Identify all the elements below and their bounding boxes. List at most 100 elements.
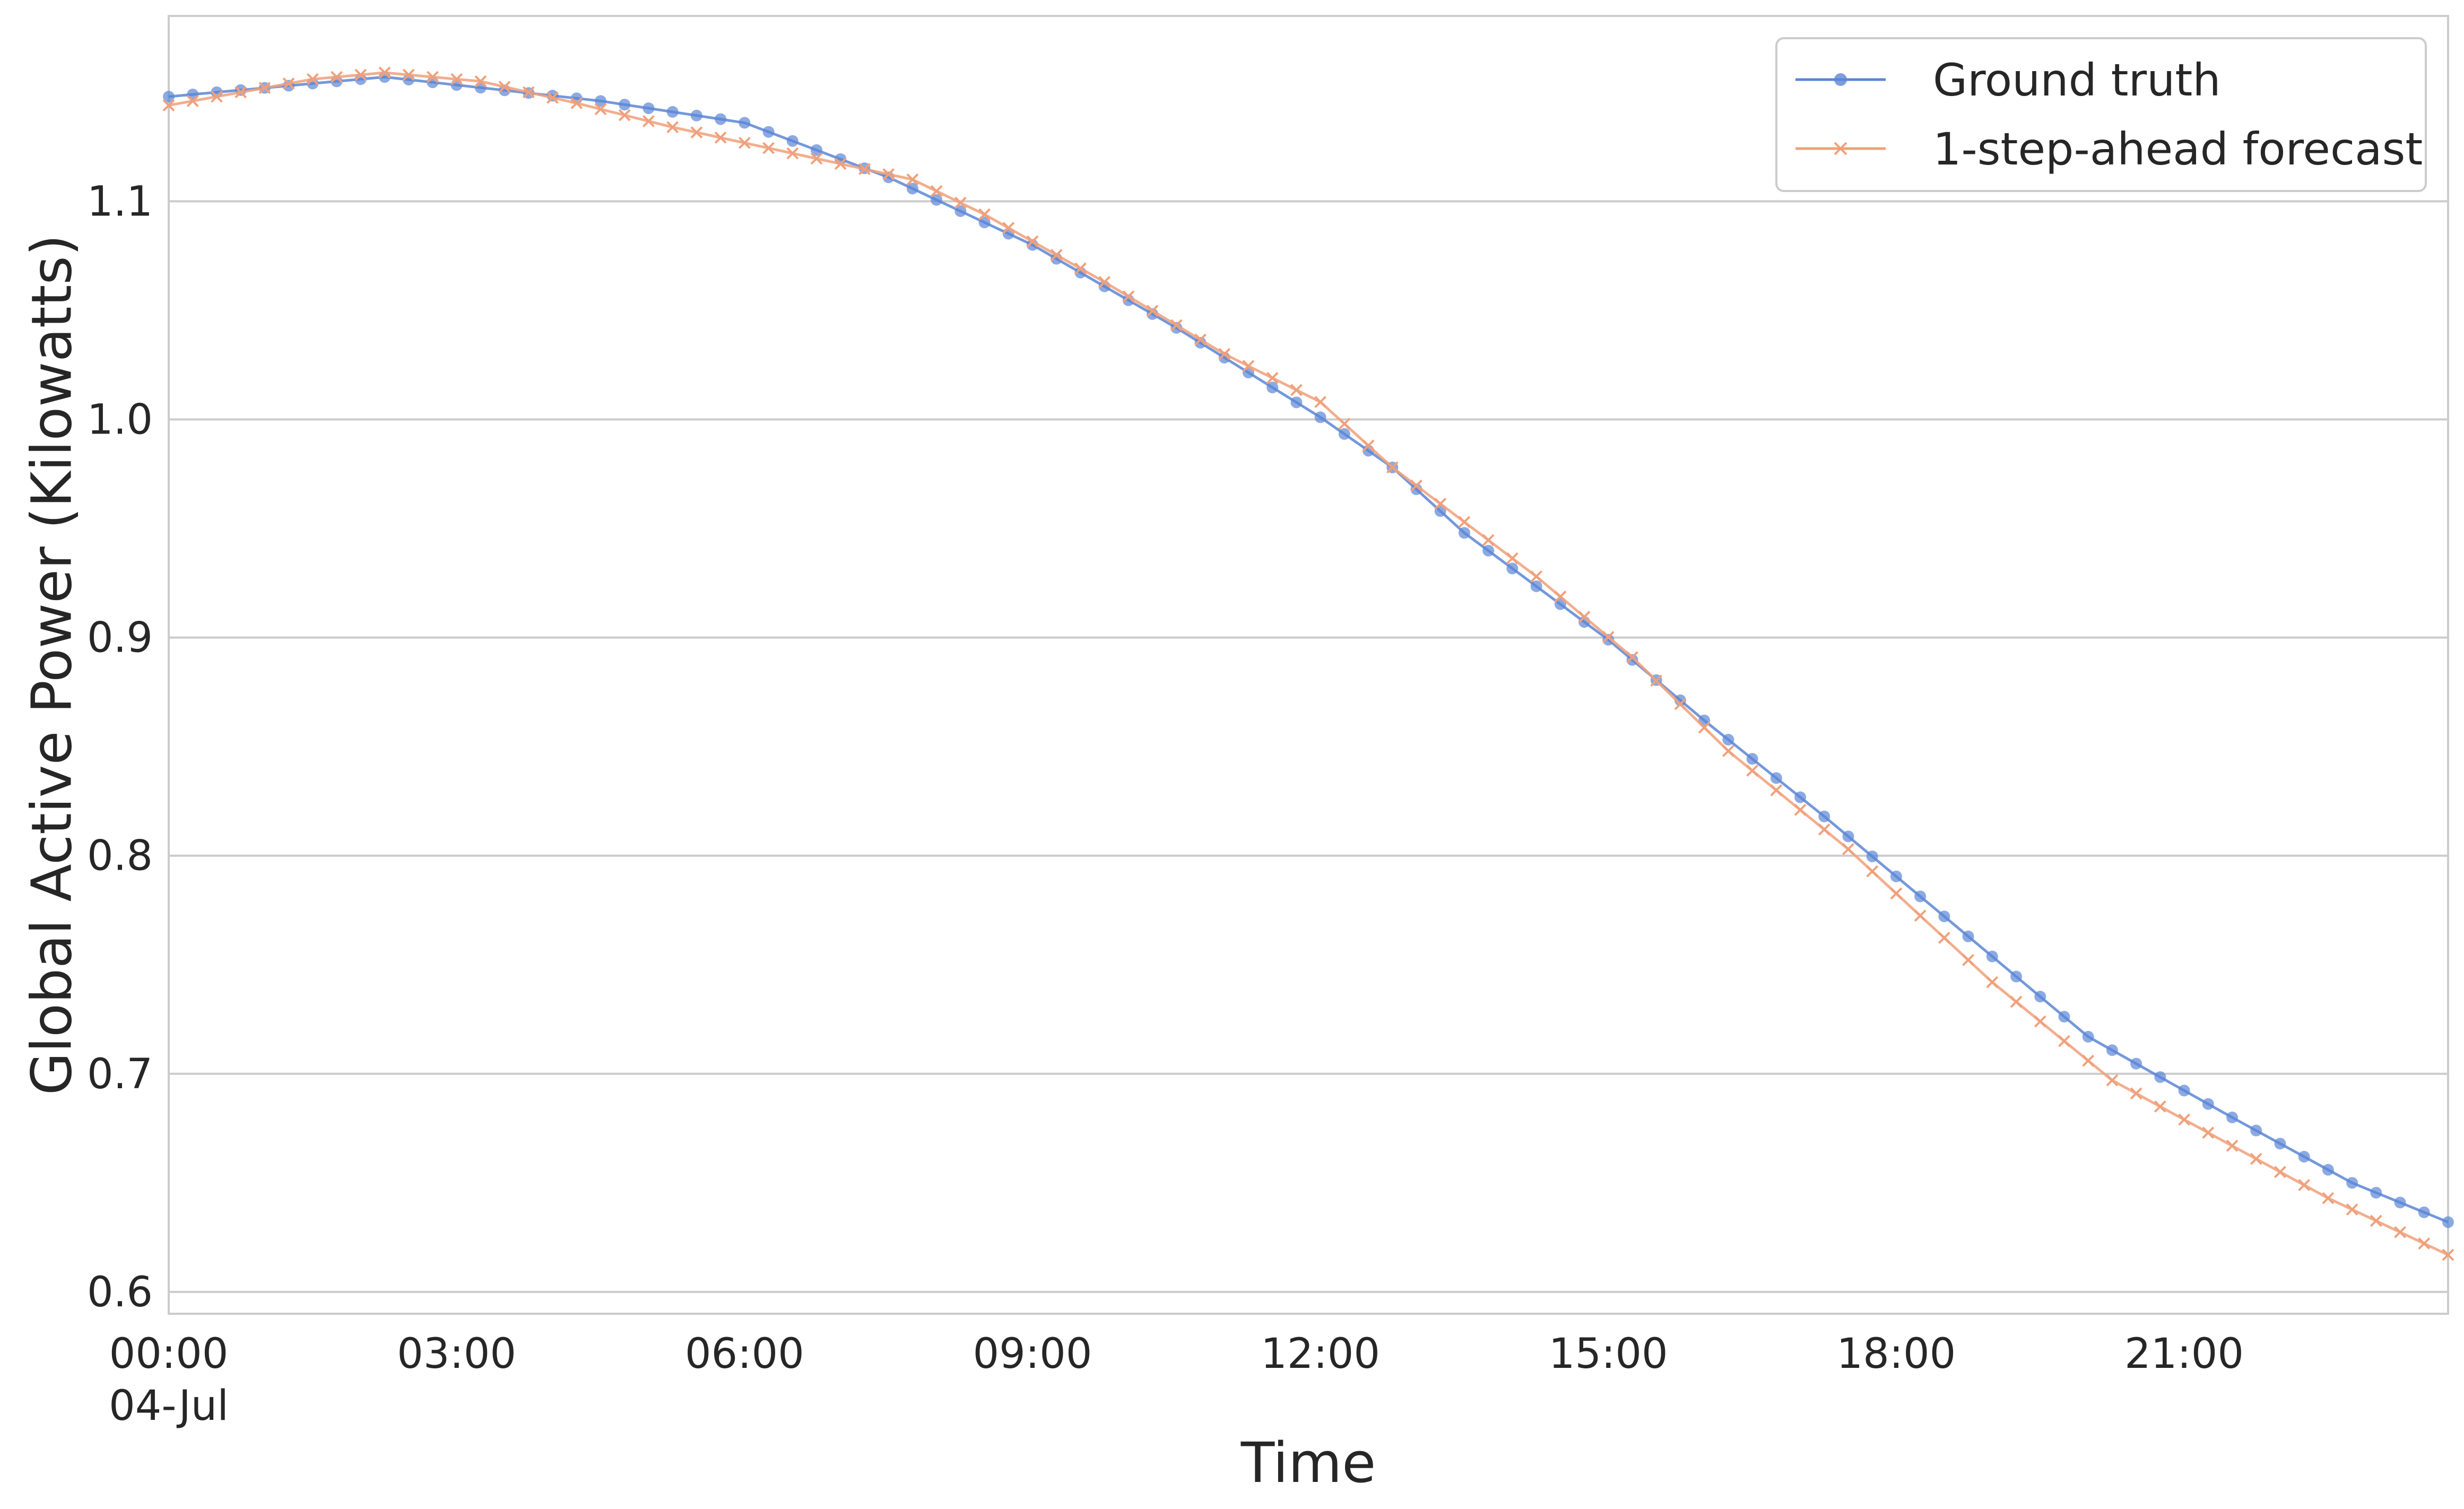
x-tick-sublabel: 04-Jul — [109, 1382, 229, 1430]
data-point — [1698, 721, 1711, 734]
data-point — [2322, 1192, 2335, 1204]
data-point — [2322, 1164, 2334, 1176]
data-point — [1458, 527, 1470, 539]
data-point — [522, 86, 535, 99]
data-point — [1362, 439, 1375, 452]
data-point — [762, 142, 775, 154]
data-point — [2394, 1196, 2406, 1209]
data-point — [1194, 333, 1207, 346]
data-point — [378, 66, 391, 79]
y-tick-label: 0.7 — [87, 1051, 153, 1098]
data-point — [1122, 290, 1135, 303]
data-point — [739, 117, 751, 129]
data-point — [738, 136, 751, 149]
data-point — [666, 121, 679, 134]
data-point — [714, 131, 727, 144]
data-point — [1722, 744, 1734, 757]
data-point — [2370, 1186, 2382, 1199]
data-point — [858, 163, 871, 176]
y-axis-ticks: 0.6 0.7 0.8 0.9 1.0 1.1 — [87, 178, 153, 1316]
data-point — [2298, 1151, 2310, 1163]
data-point — [1146, 305, 1159, 317]
data-point — [1506, 562, 1519, 575]
legend-marker — [1834, 73, 1847, 86]
data-point — [1866, 865, 1879, 878]
data-point — [2130, 1087, 2142, 1100]
data-point — [1290, 396, 1303, 409]
data-point — [2346, 1177, 2358, 1189]
data-point — [1314, 396, 1327, 409]
data-point — [1914, 909, 1927, 922]
legend-label: Ground truth — [1933, 54, 2221, 106]
data-point — [1794, 803, 1807, 816]
data-point — [810, 144, 822, 156]
data-point — [2130, 1057, 2142, 1070]
data-point — [1266, 371, 1279, 384]
data-point — [1530, 580, 1542, 593]
data-point — [2298, 1179, 2311, 1191]
x-tick-label: 18:00 — [1837, 1330, 1956, 1378]
data-point — [1602, 634, 1615, 646]
data-point — [570, 97, 583, 109]
data-point — [1794, 791, 1807, 803]
data-point — [2178, 1085, 2190, 1097]
data-point — [1866, 851, 1878, 863]
data-point — [978, 208, 991, 221]
data-point — [1290, 384, 1303, 396]
data-point — [306, 73, 319, 85]
data-point — [882, 168, 895, 180]
data-point — [810, 152, 823, 165]
data-point — [2082, 1030, 2094, 1043]
x-tick-label: 09:00 — [973, 1330, 1092, 1378]
data-point — [1602, 631, 1615, 644]
data-point — [2418, 1237, 2431, 1250]
grid-lines — [169, 200, 2448, 1293]
x-axis-label: Time — [1240, 1430, 1376, 1495]
legend: Ground truth 1-step-ahead forecast — [1775, 37, 2427, 192]
data-point — [2250, 1152, 2262, 1165]
data-point — [474, 75, 487, 88]
x-tick-label: 12:00 — [1261, 1330, 1380, 1378]
data-point — [1002, 222, 1015, 234]
data-point — [666, 106, 679, 118]
data-point — [643, 102, 655, 115]
y-tick-label: 1.1 — [87, 178, 153, 226]
data-point — [1890, 870, 1902, 882]
data-point — [786, 147, 799, 160]
data-point — [930, 185, 943, 197]
data-point — [834, 158, 847, 170]
data-point — [1530, 570, 1543, 583]
data-point — [1818, 823, 1830, 836]
data-point — [1026, 235, 1039, 248]
data-point — [1746, 764, 1759, 777]
data-point — [2058, 1011, 2070, 1023]
data-point — [643, 115, 655, 127]
series-ground-truth — [163, 71, 2454, 1228]
data-point — [1962, 953, 1974, 966]
data-point — [690, 126, 703, 138]
data-point — [1074, 262, 1087, 275]
data-point — [427, 71, 439, 83]
x-tick-label: 06:00 — [685, 1330, 804, 1378]
data-point — [2010, 970, 2023, 983]
data-point — [1962, 930, 1974, 942]
data-point — [1722, 734, 1734, 746]
legend-box — [1775, 37, 2427, 192]
data-point — [2346, 1203, 2358, 1216]
data-point — [450, 79, 463, 91]
data-point — [906, 173, 919, 186]
data-point — [1266, 381, 1279, 394]
data-point — [1506, 552, 1519, 565]
data-point — [2274, 1138, 2286, 1150]
data-point — [1434, 498, 1447, 510]
data-point — [690, 109, 702, 122]
data-point — [1938, 910, 1950, 923]
data-point — [2106, 1074, 2119, 1087]
data-point — [1986, 976, 1999, 988]
data-point — [1986, 950, 1998, 962]
data-point — [2058, 1035, 2070, 1047]
data-point — [235, 86, 247, 99]
data-point — [619, 99, 631, 111]
data-point — [1746, 753, 1758, 765]
